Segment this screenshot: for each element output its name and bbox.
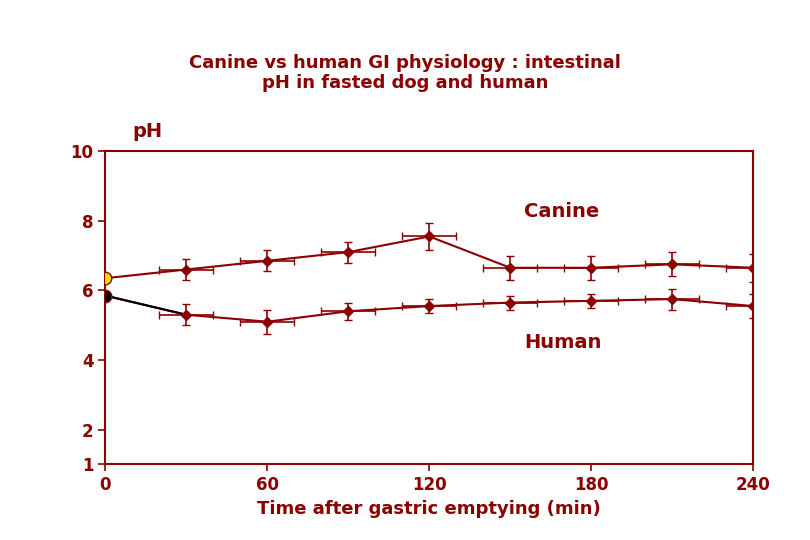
Text: pH: pH [132, 122, 163, 141]
Text: Canine: Canine [524, 202, 599, 221]
Text: Human: Human [524, 333, 601, 352]
Text: Canine vs human GI physiology : intestinal
pH in fasted dog and human: Canine vs human GI physiology : intestin… [189, 53, 621, 92]
X-axis label: Time after gastric emptying (min): Time after gastric emptying (min) [258, 500, 601, 518]
